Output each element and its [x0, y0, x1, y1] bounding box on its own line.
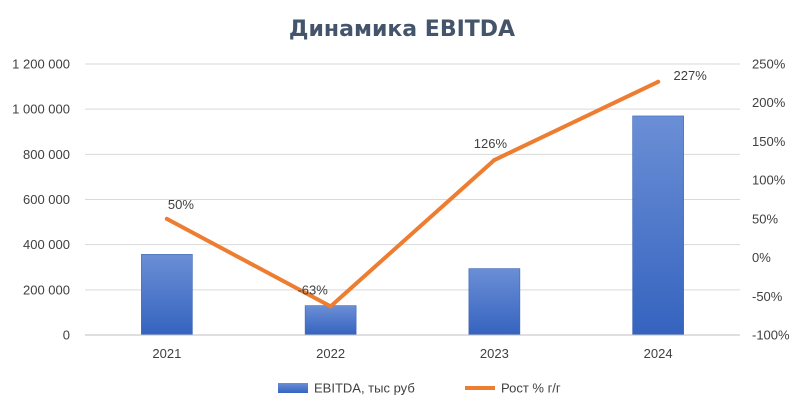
- right-tick-label: 200%: [752, 95, 786, 110]
- bar-2022: [304, 305, 357, 336]
- left-tick-label: 0: [63, 328, 70, 343]
- bar-2024: [632, 115, 684, 336]
- left-tick-label: 800 000: [23, 147, 70, 162]
- growth-point: [328, 304, 333, 309]
- line-series: 50% -63% 126% 227%: [164, 68, 708, 309]
- right-axis: -100% -50% 0% 50% 100% 150% 200% 250%: [752, 57, 790, 343]
- right-tick-label: 50%: [752, 211, 778, 226]
- legend-line-label: Рост % г/г: [501, 381, 561, 396]
- growth-point: [492, 158, 497, 163]
- growth-line: [164, 79, 661, 309]
- growth-data-label: 126%: [474, 136, 508, 151]
- growth-data-label: -63%: [297, 282, 328, 297]
- right-tick-label: -50%: [752, 289, 783, 304]
- left-tick-label: 1 200 000: [12, 57, 70, 72]
- legend-bar-label: EBITDA, тыс руб: [314, 381, 415, 396]
- right-tick-label: -100%: [752, 328, 790, 343]
- right-tick-label: 150%: [752, 134, 786, 149]
- growth-data-label: 50%: [168, 197, 194, 212]
- bar-series: [141, 115, 684, 336]
- x-tick-label: 2024: [644, 346, 673, 361]
- chart-title: Динамика EBITDA: [289, 17, 515, 42]
- growth-data-label: 227%: [674, 68, 708, 83]
- legend: EBITDA, тыс руб Рост % г/г: [278, 381, 561, 396]
- right-tick-label: 100%: [752, 173, 786, 188]
- left-tick-label: 400 000: [23, 237, 70, 252]
- x-axis: 2021 2022 2023 2024: [85, 334, 740, 361]
- growth-point: [164, 216, 169, 221]
- x-tick-label: 2021: [152, 346, 181, 361]
- left-tick-label: 200 000: [23, 282, 70, 297]
- right-tick-label: 0%: [752, 250, 771, 265]
- x-tick-label: 2022: [316, 346, 345, 361]
- growth-point: [656, 79, 661, 84]
- left-tick-label: 600 000: [23, 192, 70, 207]
- left-axis: 0 200 000 400 000 600 000 800 000 1 000 000 1 …: [12, 57, 70, 343]
- bar-2021: [141, 254, 193, 336]
- left-tick-label: 1 000 000: [12, 102, 70, 117]
- right-tick-label: 250%: [752, 57, 786, 72]
- gridlines: [85, 63, 740, 336]
- bar-2023: [468, 268, 521, 336]
- x-tick-label: 2023: [480, 346, 509, 361]
- legend-bar-swatch: [278, 383, 308, 393]
